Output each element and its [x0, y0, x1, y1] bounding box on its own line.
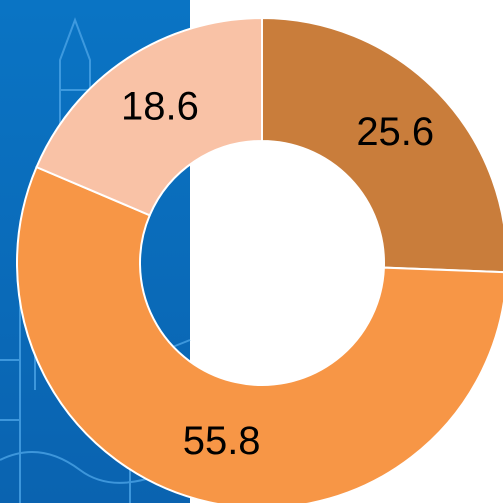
- donut: 25.6 55.8 18.6: [16, 16, 503, 503]
- data-label: 55.8: [183, 419, 261, 463]
- data-label: 25.6: [356, 110, 434, 154]
- donut-slice: [261, 16, 503, 274]
- data-label: 18.6: [121, 84, 199, 128]
- donut-slice: [35, 16, 263, 217]
- donut-slice: [16, 165, 503, 503]
